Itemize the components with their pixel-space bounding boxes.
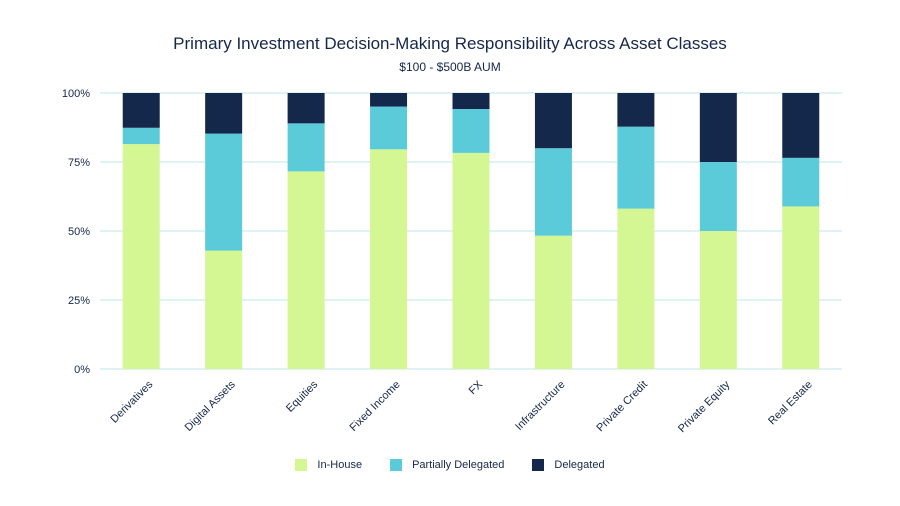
bar-segment-partially-delegated xyxy=(122,127,160,145)
bar-segment-in-house xyxy=(287,171,325,369)
bar-segment-delegated xyxy=(205,93,243,134)
x-tick-label: FX xyxy=(467,378,486,397)
bar-segment-delegated xyxy=(782,93,820,158)
bar-segment-partially-delegated xyxy=(699,162,737,231)
y-tick-label: 100% xyxy=(62,88,90,100)
legend-item: Partially Delegated xyxy=(390,459,504,471)
bar-segment-in-house xyxy=(452,152,490,369)
x-tick-label: Real Estate xyxy=(766,379,815,428)
bar-segment-in-house xyxy=(782,206,820,369)
y-tick-label: 75% xyxy=(68,157,90,169)
bar-segment-partially-delegated xyxy=(617,126,655,209)
bar-segment-delegated xyxy=(370,93,408,107)
x-tick-label: Equities xyxy=(284,378,321,415)
chart-legend: In-House Partially Delegated Delegated xyxy=(0,459,900,471)
bar-segment-partially-delegated xyxy=(287,123,325,172)
bar-segment-delegated xyxy=(287,93,325,124)
bar-segment-partially-delegated xyxy=(534,148,572,236)
legend-label: Delegated xyxy=(554,459,605,471)
legend-label: In-House xyxy=(317,459,363,471)
bar-segment-partially-delegated xyxy=(205,133,243,251)
y-tick-label: 25% xyxy=(68,295,90,307)
x-tick-label: Derivatives xyxy=(108,378,155,425)
bar-segment-delegated xyxy=(452,93,490,110)
x-tick-label: Fixed Income xyxy=(348,379,403,434)
bar-segment-delegated xyxy=(617,93,655,127)
bar-segment-partially-delegated xyxy=(452,109,490,153)
bar-segment-partially-delegated xyxy=(782,157,820,207)
y-tick-label: 0% xyxy=(74,364,90,376)
bar-segment-in-house xyxy=(122,144,160,369)
legend-swatch xyxy=(390,459,403,471)
legend-item: In-House xyxy=(295,459,362,471)
legend-item: Delegated xyxy=(532,459,605,471)
y-tick-label: 50% xyxy=(68,226,90,238)
bar-segment-in-house xyxy=(534,235,572,369)
bar-segment-in-house xyxy=(370,149,408,369)
x-tick-label: Infrastructure xyxy=(513,379,567,433)
bar-segment-delegated xyxy=(534,93,572,149)
bar-segment-delegated xyxy=(699,93,737,162)
legend-swatch xyxy=(295,459,308,471)
x-tick-label: Digital Assets xyxy=(183,378,239,434)
bar-segment-in-house xyxy=(205,250,243,369)
chart-title: Primary Investment Decision-Making Respo… xyxy=(173,34,727,53)
bar-segment-delegated xyxy=(122,93,160,128)
bar-segment-in-house xyxy=(699,231,737,369)
x-tick-label: Private Equity xyxy=(676,378,733,435)
chart-subtitle: $100 - $500B AUM xyxy=(399,60,501,74)
legend-label: Partially Delegated xyxy=(412,459,505,471)
legend-swatch xyxy=(532,459,545,471)
bar-segment-partially-delegated xyxy=(370,106,408,150)
bar-segment-in-house xyxy=(617,208,655,369)
x-tick-label: Private Credit xyxy=(594,379,650,435)
